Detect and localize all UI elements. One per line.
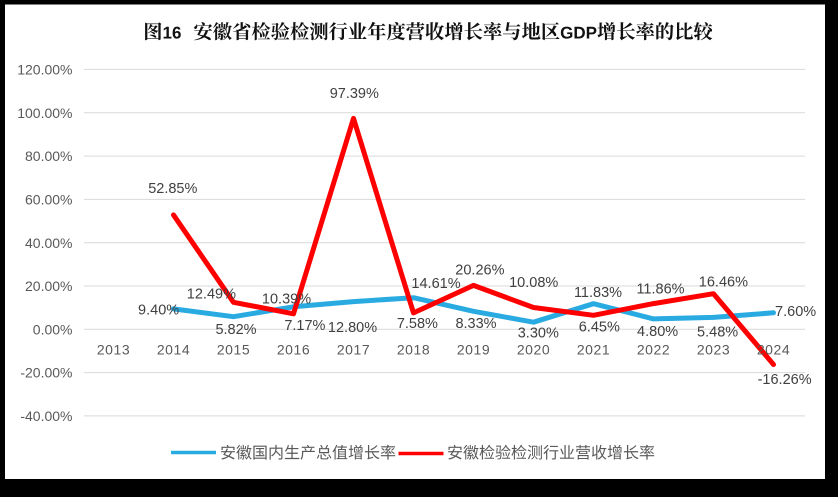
svg-text:2016: 2016: [277, 341, 310, 357]
svg-text:12.80%: 12.80%: [328, 320, 377, 336]
svg-text:7.58%: 7.58%: [397, 316, 438, 332]
svg-text:6.45%: 6.45%: [579, 320, 620, 336]
svg-text:52.85%: 52.85%: [148, 181, 197, 197]
svg-text:20.26%: 20.26%: [455, 262, 504, 278]
svg-text:3.30%: 3.30%: [518, 326, 559, 342]
svg-text:20.00%: 20.00%: [25, 278, 72, 294]
svg-text:2019: 2019: [457, 341, 490, 357]
svg-text:10.08%: 10.08%: [509, 275, 558, 291]
svg-text:60.00%: 60.00%: [25, 192, 72, 208]
svg-text:16.46%: 16.46%: [699, 275, 748, 291]
svg-text:11.86%: 11.86%: [636, 281, 684, 297]
svg-text:8.33%: 8.33%: [455, 316, 496, 332]
svg-text:120.00%: 120.00%: [17, 62, 72, 78]
svg-text:0.00%: 0.00%: [33, 321, 73, 337]
svg-text:40.00%: 40.00%: [25, 235, 72, 251]
svg-text:2013: 2013: [97, 341, 130, 357]
svg-text:2021: 2021: [577, 341, 610, 357]
svg-text:-40.00%: -40.00%: [20, 408, 72, 424]
svg-text:2017: 2017: [337, 341, 370, 357]
svg-text:11.83%: 11.83%: [574, 285, 622, 301]
svg-text:10.39%: 10.39%: [262, 291, 311, 307]
svg-text:5.48%: 5.48%: [697, 325, 738, 341]
svg-text:2015: 2015: [217, 341, 250, 357]
svg-text:80.00%: 80.00%: [25, 148, 72, 164]
svg-text:100.00%: 100.00%: [17, 105, 72, 121]
svg-text:5.82%: 5.82%: [215, 322, 256, 338]
svg-text:14.61%: 14.61%: [411, 276, 460, 292]
svg-text:2022: 2022: [637, 341, 670, 357]
svg-text:2018: 2018: [397, 341, 430, 357]
svg-text:7.17%: 7.17%: [284, 318, 325, 334]
svg-text:9.40%: 9.40%: [138, 303, 179, 319]
svg-text:-16.26%: -16.26%: [758, 372, 812, 388]
svg-text:4.80%: 4.80%: [637, 324, 678, 340]
svg-text:2020: 2020: [517, 341, 550, 357]
svg-text:12.49%: 12.49%: [187, 286, 236, 302]
svg-text:97.39%: 97.39%: [330, 86, 379, 102]
svg-text:2014: 2014: [157, 341, 190, 357]
svg-text:2024: 2024: [757, 341, 790, 357]
svg-text:7.60%: 7.60%: [775, 304, 816, 320]
svg-text:-20.00%: -20.00%: [20, 365, 72, 381]
svg-text:2023: 2023: [697, 341, 730, 357]
